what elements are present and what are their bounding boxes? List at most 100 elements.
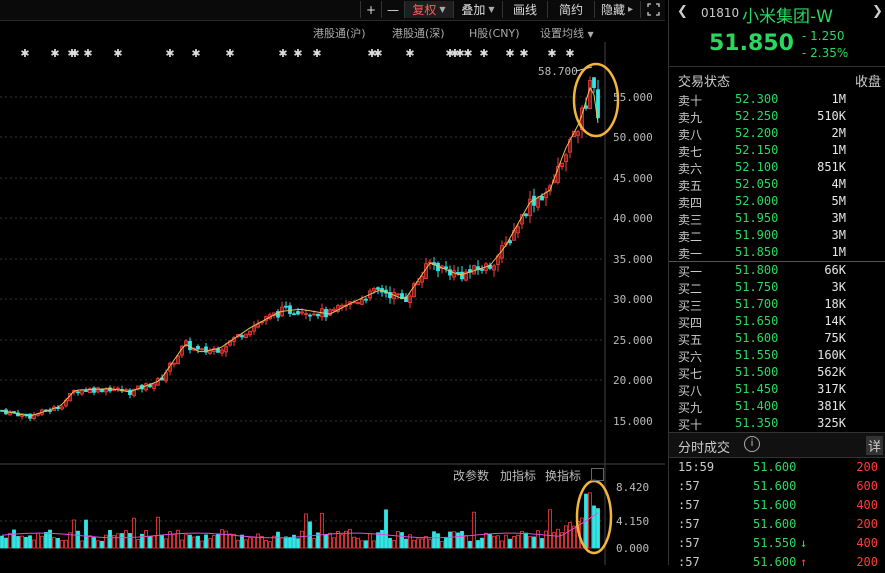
- change-params-button[interactable]: 改参数: [453, 469, 490, 483]
- bid-row[interactable]: 买十 51.350 325K: [669, 416, 885, 433]
- ticks-title: 分时成交: [678, 441, 731, 456]
- candle-body: [344, 304, 348, 307]
- simple-mode-button[interactable]: 简约: [547, 1, 594, 18]
- event-marker-icon[interactable]: ✱: [547, 47, 556, 60]
- event-marker-icon[interactable]: ✱: [113, 47, 122, 60]
- chevron-left-icon[interactable]: ❮: [677, 4, 688, 19]
- bid-row[interactable]: 买八 51.450 317K: [669, 382, 885, 399]
- event-marker-icon[interactable]: ✱: [455, 47, 464, 60]
- volume-bar: [224, 530, 228, 549]
- volume-bar: [40, 535, 44, 549]
- candle-body: [200, 348, 204, 351]
- volume-bar: [124, 530, 128, 549]
- event-marker-icon[interactable]: ✱: [50, 47, 59, 60]
- event-marker-icon[interactable]: ✱: [367, 47, 376, 60]
- bid-volume: 325K: [817, 416, 846, 430]
- ask-row[interactable]: 卖四 52.000 5M: [669, 194, 885, 211]
- volume-bar: [156, 516, 160, 549]
- event-marker-icon[interactable]: ✱: [373, 47, 382, 60]
- ask-level-label: 卖四: [678, 196, 703, 210]
- chevron-right-icon[interactable]: ❯: [872, 4, 883, 19]
- ma-setting-button[interactable]: 设置均线 ▼: [540, 25, 594, 41]
- chart-toolbar: + — 复权 ▼ 叠加 ▼ 画线 简约 隐藏 ▸: [0, 0, 665, 21]
- volume-bar: [248, 537, 252, 549]
- volume-bar: [256, 533, 260, 549]
- candle-body: [212, 348, 216, 352]
- event-marker-icon[interactable]: ✱: [405, 47, 414, 60]
- event-marker-icon[interactable]: ✱: [519, 47, 528, 60]
- event-marker-icon[interactable]: ✱: [445, 47, 454, 60]
- volume-bar: [144, 530, 148, 549]
- price-axis-tick: 35.000: [613, 253, 653, 266]
- adjust-button[interactable]: 复权 ▼: [404, 1, 453, 18]
- hide-button[interactable]: 隐藏 ▸: [594, 1, 639, 18]
- zoom-in-button[interactable]: +: [360, 1, 381, 18]
- info-icon[interactable]: i: [744, 436, 760, 452]
- volume-bar: [76, 530, 80, 549]
- event-marker-icon[interactable]: ✱: [463, 47, 472, 60]
- volume-bar: [572, 525, 576, 549]
- detail-button[interactable]: 详: [866, 436, 884, 455]
- volume-ma-line: [1, 512, 599, 539]
- ask-row[interactable]: 卖九 52.250 510K: [669, 109, 885, 126]
- volume-bar: [252, 536, 256, 549]
- candle-body: [176, 355, 180, 365]
- event-marker-icon[interactable]: ✱: [450, 47, 459, 60]
- bid-row[interactable]: 买六 51.550 160K: [669, 348, 885, 365]
- bid-row[interactable]: 买七 51.500 562K: [669, 365, 885, 382]
- kline-chart[interactable]: ✱ ✱ ✱✱ ✱ ✱ ✱ ✱ ✱ ✱ ✱ ✱ ✱✱ ✱ ✱✱✱✱ ✱ ✱ ✱ ✱ ✱: [0, 0, 665, 565]
- volume-bar: [176, 529, 180, 549]
- ask-row[interactable]: 卖六 52.100 851K: [669, 160, 885, 177]
- volume-bar: [212, 535, 216, 549]
- ask-volume: 510K: [817, 109, 846, 123]
- ask-row[interactable]: 卖七 52.150 1M: [669, 143, 885, 160]
- ask-row[interactable]: 卖一 51.850 1M: [669, 245, 885, 262]
- bid-row[interactable]: 买三 51.700 18K: [669, 297, 885, 314]
- bid-row[interactable]: 买一 51.800 66K: [669, 263, 885, 280]
- adjust-label: 复权: [412, 3, 437, 17]
- event-marker-icon[interactable]: ✱: [565, 47, 574, 60]
- ask-price: 52.300: [735, 92, 779, 106]
- volume-bar: [396, 531, 400, 549]
- bid-row[interactable]: 买二 51.750 3K: [669, 280, 885, 297]
- event-marker-icon[interactable]: ✱: [225, 47, 234, 60]
- event-marker-icon[interactable]: ✱: [278, 47, 287, 60]
- ask-row[interactable]: 卖二 51.900 3M: [669, 228, 885, 245]
- price-change: - 1.250: [802, 29, 845, 43]
- event-marker-icon[interactable]: ✱: [20, 47, 29, 60]
- bid-row[interactable]: 买四 51.650 14K: [669, 314, 885, 331]
- event-marker-icon[interactable]: ✱: [67, 47, 76, 60]
- event-marker-icon[interactable]: ✱: [70, 47, 79, 60]
- volume-bar: [152, 535, 156, 549]
- bid-row[interactable]: 买九 51.400 381K: [669, 399, 885, 416]
- tab-h-share[interactable]: H股(CNY): [469, 27, 520, 40]
- event-marker-icon[interactable]: ✱: [165, 47, 174, 60]
- zoom-out-button[interactable]: —: [381, 1, 404, 18]
- switch-indicator-button[interactable]: 换指标: [545, 469, 582, 483]
- ask-row[interactable]: 卖八 52.200 2M: [669, 126, 885, 143]
- tick-row: :57 51.600 600: [669, 479, 885, 497]
- volume-bar: [0, 535, 4, 549]
- bid-row[interactable]: 买五 51.600 75K: [669, 331, 885, 348]
- event-marker-icon[interactable]: ✱: [312, 47, 321, 60]
- overlay-button[interactable]: 叠加 ▼: [453, 1, 502, 18]
- event-marker-icon[interactable]: ✱: [83, 47, 92, 60]
- ask-row[interactable]: 卖三 51.950 3M: [669, 211, 885, 228]
- draw-line-button[interactable]: 画线: [502, 1, 547, 18]
- add-indicator-button[interactable]: 加指标: [500, 469, 537, 483]
- event-marker-icon[interactable]: ✱: [505, 47, 514, 60]
- event-marker-icon[interactable]: ✱: [293, 47, 302, 60]
- candle-body: [376, 287, 380, 290]
- candle-body: [312, 313, 316, 316]
- volume-bar: [404, 538, 408, 549]
- ask-row[interactable]: 卖十 52.300 1M: [669, 92, 885, 109]
- close-icon[interactable]: [591, 468, 604, 481]
- tab-hk-sh[interactable]: 港股通(沪): [313, 27, 366, 40]
- tab-hk-sz[interactable]: 港股通(深): [392, 27, 445, 40]
- volume-bar: [432, 531, 436, 549]
- event-marker-icon[interactable]: ✱: [191, 47, 200, 60]
- ask-row[interactable]: 卖五 52.050 4M: [669, 177, 885, 194]
- volume-bar: [12, 529, 16, 549]
- event-marker-icon[interactable]: ✱: [479, 47, 488, 60]
- fullscreen-button[interactable]: [640, 1, 665, 18]
